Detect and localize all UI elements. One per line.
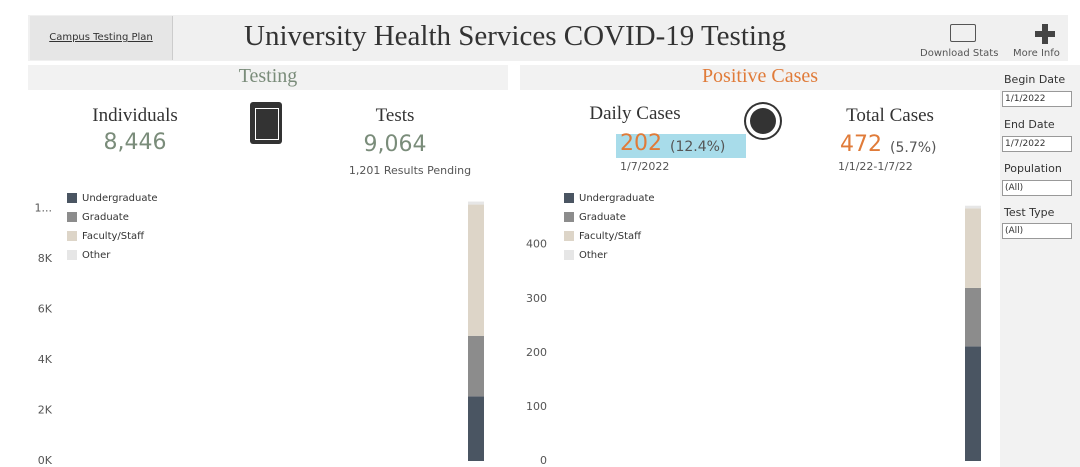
y-tick-label: 8K xyxy=(38,252,53,265)
plus-icon[interactable] xyxy=(1035,24,1055,44)
download-icon[interactable] xyxy=(950,24,976,42)
bar-segment xyxy=(468,201,484,205)
legend-label: Faculty/Staff xyxy=(579,231,642,242)
tests-value: 9,064 xyxy=(363,132,427,157)
legend-label: Undergraduate xyxy=(579,193,655,204)
legend-label: Graduate xyxy=(82,212,129,223)
population-label: Population xyxy=(1004,162,1062,175)
pending: 1,201 Results Pending xyxy=(348,164,472,177)
download-label[interactable]: Download Stats xyxy=(920,48,999,59)
bar-segment xyxy=(468,396,484,461)
total-pct: (5.7%) xyxy=(890,140,937,156)
page-title: University Health Services COVID-19 Test… xyxy=(244,20,786,52)
legend-label: Faculty/Staff xyxy=(82,231,145,242)
legend-swatch xyxy=(67,231,77,241)
bar-segment xyxy=(468,335,484,397)
legend-swatch xyxy=(67,193,77,203)
more-info-label[interactable]: More Info xyxy=(1013,48,1060,59)
daily-value: 202 xyxy=(620,131,662,156)
bar-segment xyxy=(965,205,981,209)
clipboard-icon xyxy=(250,102,282,144)
population-select[interactable]: (All) xyxy=(1002,180,1072,196)
legend-label: Other xyxy=(579,250,608,261)
plan-button[interactable]: Campus Testing Plan xyxy=(30,16,173,60)
y-tick-label: 0K xyxy=(38,454,53,467)
end-label: End Date xyxy=(1004,118,1055,131)
begin-label: Begin Date xyxy=(1004,73,1066,86)
legend-label: Other xyxy=(82,250,111,261)
legend-label: Undergraduate xyxy=(82,193,158,204)
y-tick-label: 1... xyxy=(35,202,53,215)
legend-swatch xyxy=(564,193,574,203)
y-tick-label: 2K xyxy=(38,404,53,417)
bar-segment xyxy=(965,208,981,288)
y-tick-label: 300 xyxy=(526,292,547,305)
top-bar xyxy=(28,15,1068,61)
daily-pct: (12.4%) xyxy=(670,139,726,155)
bar-segment xyxy=(965,346,981,461)
total-label: Total Cases xyxy=(846,105,934,126)
y-tick-label: 400 xyxy=(526,238,547,251)
total-range: 1/1/22-1/7/22 xyxy=(838,160,913,173)
legend-label: Graduate xyxy=(579,212,626,223)
daily-highlight xyxy=(616,134,746,158)
bar-segment xyxy=(468,204,484,336)
positive-header: Positive Cases xyxy=(520,65,1000,90)
daily-date: 1/7/2022 xyxy=(620,160,670,173)
virus-icon xyxy=(750,108,776,134)
filter-panel xyxy=(1000,65,1080,467)
end-input[interactable]: 1/7/2022 xyxy=(1002,136,1072,152)
y-tick-label: 0 xyxy=(540,454,547,467)
testing-header: Testing xyxy=(28,65,508,90)
legend-swatch xyxy=(564,250,574,260)
y-tick-label: 200 xyxy=(526,346,547,359)
legend-swatch xyxy=(67,212,77,222)
total-value: 472 xyxy=(840,132,882,157)
individuals-value: 8,446 xyxy=(103,130,167,155)
daily-label: Daily Cases xyxy=(589,103,681,124)
bar-segment xyxy=(965,287,981,347)
charts: 0K 2K 4K 6K 8K 1... Undergraduate Graduate Facul… xyxy=(35,193,981,467)
individuals-label: Individuals xyxy=(92,105,178,126)
legend-swatch xyxy=(564,231,574,241)
test-type-select[interactable]: (All) xyxy=(1002,223,1072,239)
legend-swatch xyxy=(564,212,574,222)
y-tick-label: 6K xyxy=(38,303,53,316)
tests-label: Tests xyxy=(375,105,415,126)
begin-input[interactable]: 1/1/2022 xyxy=(1002,91,1072,107)
y-tick-label: 100 xyxy=(526,400,547,413)
legend-swatch xyxy=(67,250,77,260)
y-tick-label: 4K xyxy=(38,353,53,366)
test-type-label: Test Type xyxy=(1004,206,1055,219)
